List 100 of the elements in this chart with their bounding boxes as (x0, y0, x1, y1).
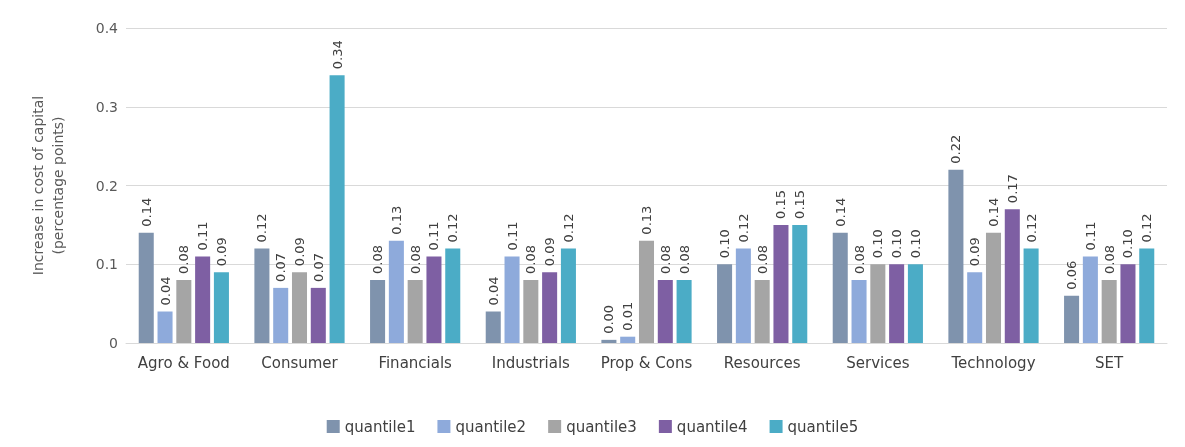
data-label: 0.15 (792, 189, 808, 219)
data-label: 0.17 (1004, 174, 1020, 204)
bar (889, 264, 905, 343)
data-label: 0.07 (273, 252, 289, 282)
bar (907, 264, 923, 343)
bar (329, 75, 345, 343)
bar (638, 240, 655, 343)
bar (445, 248, 461, 343)
bar (676, 280, 692, 343)
data-label: 0.15 (773, 189, 789, 219)
data-label: 0.09 (213, 237, 229, 267)
data-label: 0.11 (195, 221, 211, 251)
bar (504, 256, 520, 343)
data-label: 0.14 (986, 197, 1001, 227)
bar (273, 287, 289, 343)
bar (1101, 280, 1117, 343)
legend-label: quantile5 (787, 417, 859, 436)
bar (1064, 295, 1080, 343)
bar (1120, 264, 1136, 343)
x-tick-label: Technology (950, 353, 1036, 372)
data-label: 0.10 (717, 229, 733, 259)
data-label: 0.10 (870, 229, 886, 259)
bar (310, 287, 326, 343)
bar (792, 224, 808, 343)
bar (426, 256, 442, 343)
data-label: 0.12 (254, 213, 270, 243)
bar (851, 280, 867, 343)
data-label: 0.22 (948, 134, 964, 164)
bar (1004, 209, 1020, 343)
data-label: 0.08 (676, 245, 692, 274)
data-label: 0.00 (601, 304, 617, 334)
data-label: 0.08 (370, 245, 386, 274)
bar (1139, 248, 1155, 343)
data-label: 0.08 (851, 245, 867, 274)
bar (523, 280, 539, 343)
bar (560, 248, 576, 343)
bar (601, 339, 617, 343)
x-tick-label: Industrials (491, 353, 571, 372)
data-label: 0.01 (620, 301, 636, 331)
data-label: 0.07 (310, 252, 326, 282)
legend-label: quantile1 (344, 417, 416, 436)
bar (291, 272, 308, 343)
bar (254, 248, 270, 343)
data-label: 0.12 (445, 213, 461, 243)
data-label: 0.10 (907, 229, 923, 259)
bar (213, 272, 229, 343)
data-label: 0.12 (735, 213, 751, 243)
bar (620, 336, 636, 343)
data-label: 0.09 (292, 237, 307, 267)
y-tick-label: 0.3 (95, 98, 118, 115)
x-tick-label: SET (1095, 353, 1125, 372)
data-label: 0.04 (485, 276, 501, 306)
y-axis-title: Increase in cost of capital (percentage points) (30, 95, 66, 276)
y-tick-label: 0.4 (95, 20, 119, 36)
x-tick-label: Agro & Food (137, 353, 230, 372)
bar (542, 272, 558, 343)
x-tick-label: Financials (378, 353, 453, 372)
y-tick-label: 0 (109, 335, 118, 351)
bar (948, 169, 964, 343)
data-label: 0.08 (523, 245, 539, 274)
data-label: 0.14 (138, 197, 154, 227)
data-label: 0.34 (329, 40, 345, 70)
legend-label: quantile4 (676, 417, 748, 436)
data-label: 0.14 (832, 197, 848, 227)
data-label: 0.10 (1120, 229, 1136, 259)
bar (1023, 248, 1039, 343)
data-label: 0.08 (176, 245, 192, 274)
x-tick-label: Prop & Cons (600, 353, 693, 372)
bar (870, 264, 886, 343)
x-tick-label: Services (846, 353, 910, 372)
data-label: 0.09 (967, 237, 983, 267)
y-tick-label: 0.2 (95, 177, 118, 194)
legend-label: quantile3 (566, 417, 637, 436)
x-tick-label: Resources (723, 353, 801, 372)
data-label: 0.11 (1082, 221, 1098, 251)
data-label: 0.04 (157, 276, 173, 306)
data-label: 0.13 (388, 205, 404, 235)
bar (832, 232, 848, 343)
bar (407, 280, 423, 343)
bar (773, 224, 789, 343)
bar (735, 248, 751, 343)
data-label: 0.08 (657, 245, 673, 274)
data-label: 0.11 (504, 221, 520, 251)
bar (985, 232, 1002, 343)
bar (1082, 256, 1098, 343)
legend-label: quantile2 (455, 417, 527, 436)
bar (967, 272, 983, 343)
bar (388, 240, 404, 343)
bar (370, 280, 386, 343)
data-label: 0.10 (889, 229, 905, 259)
bar (717, 264, 733, 343)
data-label: 0.12 (1023, 213, 1039, 243)
x-tick-label: Consumer (261, 353, 339, 372)
bar (657, 280, 673, 343)
data-label: 0.06 (1064, 260, 1080, 290)
bar (195, 256, 211, 343)
bar (176, 280, 192, 343)
data-label: 0.09 (542, 237, 558, 267)
data-label: 0.12 (560, 213, 576, 243)
data-label: 0.12 (1139, 213, 1155, 243)
